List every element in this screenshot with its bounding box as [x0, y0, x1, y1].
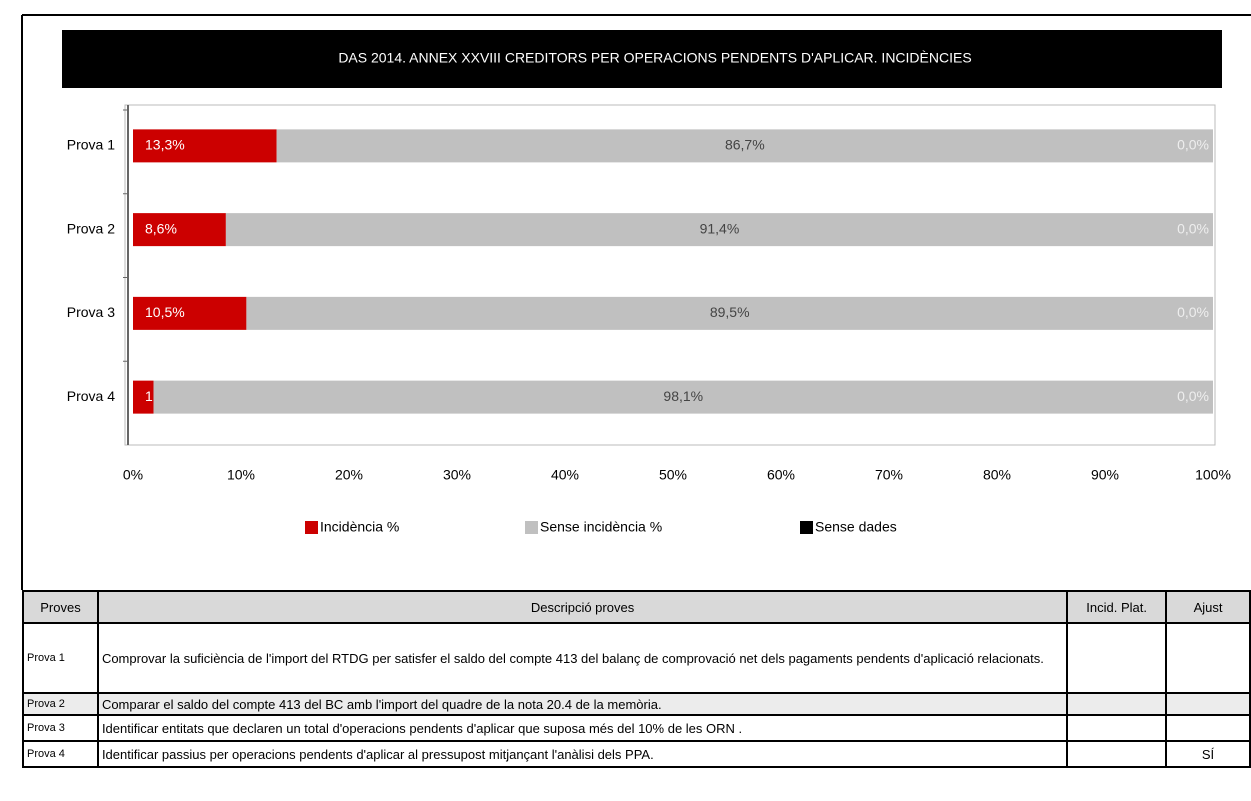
x-tick-label: 10% [227, 467, 255, 483]
x-tick-label: 20% [335, 467, 363, 483]
bar-segment [276, 129, 1213, 163]
table-cell: Prova 2 [22, 692, 99, 716]
x-tick-label: 70% [875, 467, 903, 483]
x-tick-label: 50% [659, 467, 687, 483]
y-tick-label: Prova 1 [67, 137, 115, 153]
x-tick-label: 90% [1091, 467, 1119, 483]
header-cell: Descripció proves [96, 590, 1069, 624]
table-cell: Prova 4 [22, 740, 99, 768]
data-label: 10,5% [145, 304, 185, 320]
y-tick-label: Prova 4 [67, 388, 115, 404]
bar-segment [153, 380, 1213, 414]
table-cell: Comprovar la suficiència de l'import del… [96, 622, 1069, 694]
table-cell [1165, 622, 1251, 694]
table-cell [1066, 740, 1168, 768]
table-cell [1165, 692, 1251, 716]
data-label: 89,5% [710, 304, 750, 320]
x-tick-label: 60% [767, 467, 795, 483]
bar-segment [133, 129, 277, 163]
data-label: 8,6% [145, 220, 177, 236]
header-cell: Incid. Plat. [1066, 590, 1168, 624]
header-cell: Ajust [1165, 590, 1251, 624]
table-cell [1066, 622, 1168, 694]
x-tick-label: 0% [123, 467, 143, 483]
legend-swatch [800, 521, 813, 534]
data-label: 86,7% [725, 137, 765, 153]
chart-title: DAS 2014. ANNEX XXVIII CREDITORS PER OPE… [338, 50, 971, 66]
bar-segment [133, 213, 226, 247]
table-cell [1066, 714, 1168, 742]
y-tick-label: Prova 2 [67, 220, 115, 236]
y-tick-label: Prova 3 [67, 304, 115, 320]
bar-segment [133, 380, 154, 414]
bar-segment [225, 213, 1213, 247]
data-label: 98,1% [663, 388, 703, 404]
chart: DAS 2014. ANNEX XXVIII CREDITORS PER OPE… [21, 14, 1251, 590]
table-cell: Comparar el saldo del compte 413 del BC … [96, 692, 1069, 716]
legend-label: Incidència % [320, 519, 399, 535]
data-label: 91,4% [700, 220, 740, 236]
table-cell: SÍ [1165, 740, 1251, 768]
table-cell: Identificar passius per operacions pende… [96, 740, 1069, 768]
table-cell: Identificar entitats que declaren un tot… [96, 714, 1069, 742]
legend-swatch [525, 521, 538, 534]
header-cell: Proves [22, 590, 99, 624]
legend-label: Sense incidència % [540, 519, 662, 535]
data-label: 0,0% [1177, 220, 1209, 236]
x-tick-label: 100% [1195, 467, 1231, 483]
bar-segment [246, 296, 1213, 330]
table-cell: Prova 1 [22, 622, 99, 694]
table-cell: Prova 3 [22, 714, 99, 742]
x-tick-label: 40% [551, 467, 579, 483]
data-label: 0,0% [1177, 137, 1209, 153]
x-tick-label: 30% [443, 467, 471, 483]
x-tick-label: 80% [983, 467, 1011, 483]
data-label: 0,0% [1177, 388, 1209, 404]
title-bar [62, 30, 1222, 88]
tests-table: Proves Descripció proves Incid. Plat. Ajust… [22, 590, 1251, 768]
bar-segment [133, 296, 247, 330]
table-cell [1165, 714, 1251, 742]
legend-label: Sense dades [815, 519, 897, 535]
data-label: 0,0% [1177, 304, 1209, 320]
data-label: 13,3% [145, 137, 185, 153]
table-cell [1066, 692, 1168, 716]
legend-swatch [305, 521, 318, 534]
